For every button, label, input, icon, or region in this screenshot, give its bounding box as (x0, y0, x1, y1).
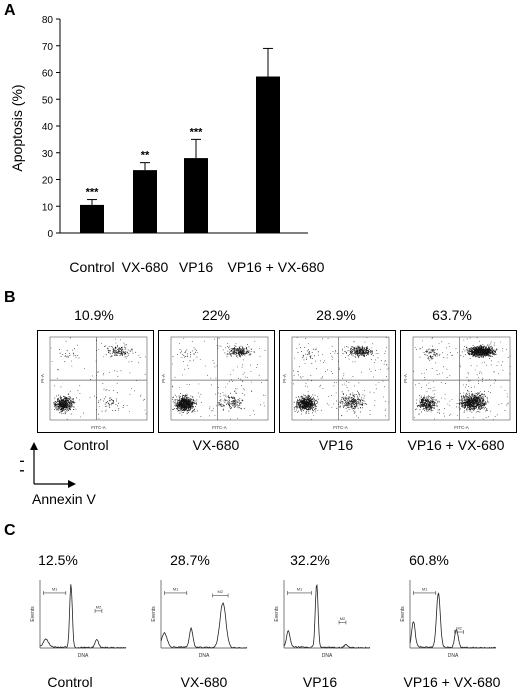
flow-scatter-plot: FITC-A PI-A (40, 336, 148, 430)
cell-cycle-percentage: 12.5% (38, 552, 78, 568)
dna-histogram: DNA Events M1 M2 (274, 580, 371, 659)
y-tick-label: 10 (42, 202, 54, 213)
scatter-events (50, 337, 147, 420)
gate-label: M2 (218, 589, 224, 594)
gate-label: M1 (422, 586, 428, 591)
histogram-condition-label: Control (47, 674, 93, 690)
histogram-curve (160, 602, 248, 649)
histogram-x-axis-label: DNA (78, 653, 89, 659)
panel-letter-a: A (4, 2, 16, 19)
dna-histogram: DNA Events M1 M2 (400, 580, 497, 659)
scatter-plot-area (291, 336, 390, 421)
category-label: VX-680 (122, 259, 169, 275)
annexin-percentage: 28.9% (316, 307, 356, 323)
y-tick-label: 20 (42, 176, 54, 187)
flow-plot-frame: FITC-A PI-A (279, 330, 396, 433)
bar (133, 170, 157, 233)
scatter-x-axis-label: FITC-A (91, 425, 106, 430)
panel-letter-b: B (4, 289, 16, 306)
flow-plot-frame: FITC-A PI-A (400, 330, 517, 433)
annexin-percentage: 63.7% (432, 307, 472, 323)
gate-label: M2 (456, 626, 462, 631)
y-tick-label: 30 (42, 149, 54, 160)
flow-condition-label: VP16 + VX-680 (407, 437, 505, 453)
flow-condition-label: Control (63, 437, 109, 453)
flow-scatter-plot: FITC-A PI-A (403, 336, 511, 430)
bar (256, 76, 280, 233)
scatter-events (171, 337, 267, 420)
gate-label: M2 (96, 604, 102, 609)
histogram-y-axis-label: Events (30, 606, 36, 622)
flow-condition-label: VP16 (318, 437, 354, 453)
dna-histogram: DNA Events M1 M2 (151, 580, 248, 659)
scatter-x-axis-label: FITC-A (212, 425, 227, 430)
annexin-percentage: 10.9% (74, 307, 114, 323)
annexin-percentage: 22% (201, 307, 231, 323)
axis-key: PI Annexin V (20, 442, 96, 507)
cell-cycle-percentage: 32.2% (290, 552, 330, 568)
y-tick-label: 60 (42, 69, 54, 80)
y-tick-label: 50 (42, 95, 54, 106)
flow-plot-frame: FITC-A PI-A (158, 330, 275, 433)
gate-label: M1 (52, 586, 58, 591)
histogram-y-axis-label: Events (274, 606, 280, 622)
y-tick-label: 0 (47, 229, 53, 240)
gate-label: M1 (297, 586, 303, 591)
scatter-events (413, 337, 511, 421)
histogram-x-axis-label: DNA (199, 653, 210, 659)
y-tick-label: 70 (42, 42, 54, 53)
category-label: VP16 + VX-680 (228, 259, 325, 275)
flow-condition-label: VX-680 (192, 437, 240, 453)
flow-plot-frame: FITC-A PI-A (37, 330, 154, 433)
scatter-y-axis-label: PI-A (161, 374, 166, 383)
histogram-y-axis-label: Events (400, 606, 406, 622)
scatter-plot-area (49, 336, 148, 421)
panel-letter-c: C (4, 522, 16, 539)
scatter-plot-area (412, 336, 511, 421)
category-label: VP16 (179, 259, 213, 275)
histogram-curve (39, 584, 127, 649)
bar (80, 204, 104, 233)
scatter-events (293, 337, 390, 420)
dna-histogram: DNA Events M1 M2 (30, 580, 127, 659)
gate-label: M2 (340, 616, 346, 621)
histogram-condition-label: VP16 + VX-680 (403, 674, 501, 690)
significance-label: *** (86, 187, 100, 199)
category-label: Control (69, 259, 114, 275)
axis-key-y-label: PI (20, 459, 27, 472)
scatter-y-axis-label: PI-A (282, 374, 287, 383)
y-axis-label: Apoptosis (%) (9, 84, 25, 171)
histogram-x-axis-label: DNA (448, 653, 459, 659)
cell-cycle-percentage: 60.8% (409, 552, 449, 568)
scatter-y-axis-label: PI-A (403, 374, 408, 383)
gate-label: M1 (173, 586, 179, 591)
y-tick-label: 40 (42, 122, 54, 133)
histogram-y-axis-label: Events (151, 606, 157, 622)
flow-scatter-plot: FITC-A PI-A (282, 336, 390, 430)
flow-scatter-plot: FITC-A PI-A (161, 336, 269, 430)
histogram-curve (283, 584, 371, 649)
bar (184, 158, 208, 233)
axis-key-x-arrowhead (68, 480, 76, 488)
axis-key-y-arrowhead (30, 442, 38, 450)
histogram-condition-label: VP16 (302, 674, 338, 690)
histogram-curve (409, 592, 497, 649)
scatter-plot-area (170, 336, 269, 421)
scatter-x-axis-label: FITC-A (454, 425, 469, 430)
axis-key-x-label: Annexin V (32, 491, 96, 507)
significance-label: ** (141, 150, 150, 162)
scatter-y-axis-label: PI-A (40, 374, 45, 383)
significance-label: *** (190, 126, 204, 138)
cell-cycle-percentage: 28.7% (170, 552, 210, 568)
histogram-x-axis-label: DNA (322, 653, 333, 659)
y-tick-label: 80 (42, 15, 54, 26)
scatter-x-axis-label: FITC-A (333, 425, 348, 430)
histogram-condition-label: VX-680 (180, 674, 228, 690)
